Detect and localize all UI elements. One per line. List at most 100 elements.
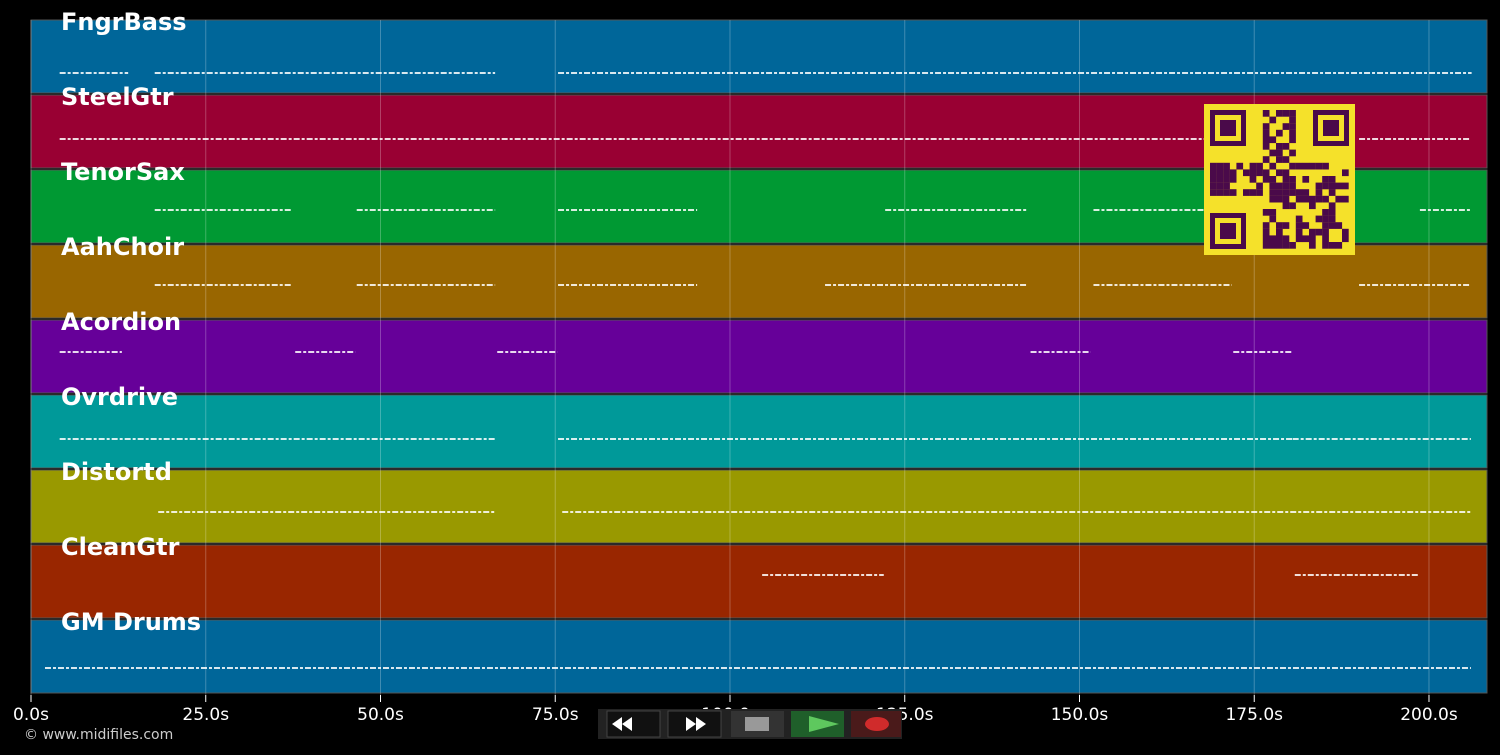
qr-module	[1216, 182, 1224, 190]
qr-module	[1262, 129, 1270, 137]
qr-module	[1282, 242, 1290, 249]
qr-module	[1276, 169, 1283, 177]
qr-module	[1223, 182, 1230, 190]
track-name: GM Drums	[61, 608, 201, 636]
track-lane	[30, 619, 1488, 694]
qr-module	[1295, 162, 1303, 170]
qr-module	[1309, 202, 1316, 210]
track-name: AahChoir	[61, 233, 184, 261]
qr-module	[1269, 116, 1277, 124]
qr-module	[1315, 215, 1323, 223]
track-lane	[30, 394, 1488, 469]
qr-module	[1322, 242, 1329, 249]
qr-module	[1262, 242, 1270, 249]
qr-module	[1289, 110, 1296, 117]
qr-module	[1276, 110, 1283, 117]
forward-button[interactable]	[667, 710, 722, 738]
qr-module	[1256, 189, 1263, 196]
play-button[interactable]	[791, 711, 844, 737]
tick-label: 25.0s	[182, 705, 229, 725]
grid	[30, 20, 1430, 695]
tick-label: 0.0s	[13, 705, 49, 725]
qr-module	[1328, 222, 1336, 229]
qr-module	[1335, 195, 1343, 203]
qr-module	[1335, 182, 1343, 190]
qr-module	[1335, 242, 1343, 249]
track-name: TenorSax	[61, 158, 185, 186]
qr-module	[1322, 176, 1329, 183]
qr-module	[1289, 123, 1296, 130]
qr-module	[1262, 136, 1270, 144]
qr-module	[1322, 182, 1329, 190]
qr-module	[1289, 202, 1296, 210]
qr-module	[1262, 110, 1270, 117]
qr-module	[1229, 189, 1237, 196]
track-lane	[30, 19, 1488, 94]
qr-module	[1210, 162, 1217, 170]
track-lane	[30, 469, 1488, 544]
qr-module	[1322, 215, 1329, 223]
qr-module	[1256, 162, 1263, 170]
tick-label: 75.0s	[532, 705, 579, 725]
qr-module	[1342, 228, 1349, 236]
qr-module	[1262, 176, 1270, 183]
record-button[interactable]	[851, 711, 901, 737]
qr-module	[1282, 123, 1290, 130]
qr-module	[1289, 182, 1296, 190]
tick-label: 150.0s	[1051, 705, 1109, 725]
qr-module	[1322, 235, 1329, 243]
qr-module	[1335, 222, 1343, 229]
qr-module	[1243, 169, 1250, 177]
qr-module	[1315, 195, 1323, 203]
qr-module	[1236, 162, 1244, 170]
qr-module	[1282, 143, 1290, 150]
stop-button[interactable]	[731, 711, 784, 737]
qr-module	[1269, 242, 1277, 249]
qr-module	[1269, 235, 1277, 243]
track-name: Ovrdrive	[61, 383, 178, 411]
qr-module	[1262, 222, 1270, 229]
qr-module	[1269, 176, 1277, 183]
qr-module	[1282, 176, 1290, 183]
qr-module	[1216, 189, 1224, 196]
qr-module	[1269, 209, 1277, 216]
qr-module	[1309, 242, 1316, 249]
qr-module	[1256, 169, 1263, 177]
qr-module	[1342, 235, 1349, 243]
qr-module	[1315, 228, 1323, 236]
qr-module	[1249, 189, 1257, 196]
qr-module	[1216, 162, 1224, 170]
qr-module	[1302, 162, 1310, 170]
qr-module	[1302, 235, 1310, 243]
qr-module	[1322, 222, 1329, 229]
qr-module	[1269, 162, 1277, 170]
qr-module	[1276, 235, 1283, 243]
qr-module	[1210, 176, 1217, 183]
qr-module	[1322, 162, 1329, 170]
qr-module	[1210, 169, 1217, 177]
qr-module	[1262, 143, 1270, 150]
qr-module	[1295, 228, 1303, 236]
qr-module	[1328, 182, 1336, 190]
qr-module	[1249, 169, 1257, 177]
qr-module	[1210, 182, 1217, 190]
qr-module	[1295, 189, 1303, 196]
qr-module	[1229, 169, 1237, 177]
rewind-button[interactable]	[606, 710, 661, 738]
qr-module	[1276, 129, 1283, 137]
qr-module	[1269, 195, 1277, 203]
qr-module	[1302, 189, 1310, 196]
tick-label: 50.0s	[357, 705, 404, 725]
qr-module	[1282, 169, 1290, 177]
qr-module	[1282, 156, 1290, 163]
qr-module	[1315, 162, 1323, 170]
qr-module	[1276, 182, 1283, 190]
qr-module	[1262, 228, 1270, 236]
qr-module	[1223, 189, 1230, 196]
qr-module	[1256, 182, 1263, 190]
qr-module	[1289, 136, 1296, 144]
qr-module	[1282, 189, 1290, 196]
qr-module	[1309, 195, 1316, 203]
qr-module	[1309, 228, 1316, 236]
